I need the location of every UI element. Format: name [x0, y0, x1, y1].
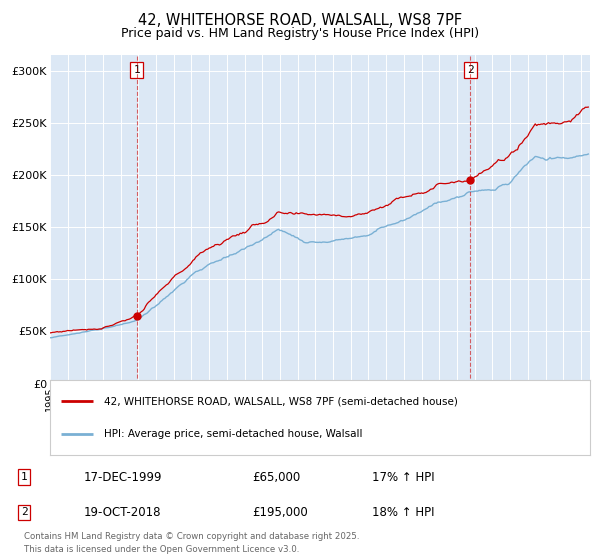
- Text: 1: 1: [20, 472, 28, 482]
- Text: 2: 2: [20, 507, 28, 517]
- Text: 42, WHITEHORSE ROAD, WALSALL, WS8 7PF: 42, WHITEHORSE ROAD, WALSALL, WS8 7PF: [138, 13, 462, 27]
- Text: 1: 1: [133, 64, 140, 74]
- Text: £195,000: £195,000: [252, 506, 308, 519]
- Text: 17-DEC-1999: 17-DEC-1999: [84, 470, 163, 484]
- Text: £65,000: £65,000: [252, 470, 300, 484]
- Text: Price paid vs. HM Land Registry's House Price Index (HPI): Price paid vs. HM Land Registry's House …: [121, 26, 479, 40]
- Text: 19-OCT-2018: 19-OCT-2018: [84, 506, 161, 519]
- Text: Contains HM Land Registry data © Crown copyright and database right 2025.
This d: Contains HM Land Registry data © Crown c…: [24, 533, 359, 554]
- Text: HPI: Average price, semi-detached house, Walsall: HPI: Average price, semi-detached house,…: [104, 429, 362, 439]
- Text: 18% ↑ HPI: 18% ↑ HPI: [372, 506, 434, 519]
- Text: 42, WHITEHORSE ROAD, WALSALL, WS8 7PF (semi-detached house): 42, WHITEHORSE ROAD, WALSALL, WS8 7PF (s…: [104, 396, 458, 406]
- Text: 2: 2: [467, 64, 473, 74]
- Text: 17% ↑ HPI: 17% ↑ HPI: [372, 470, 434, 484]
